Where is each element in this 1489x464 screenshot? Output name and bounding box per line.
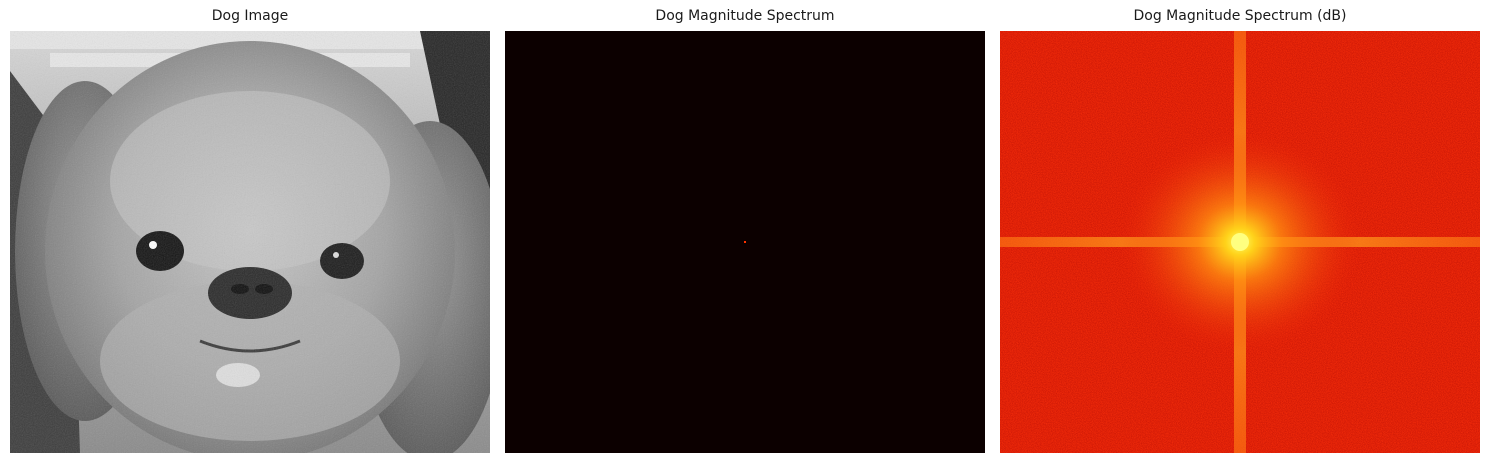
dog-image-panel: Dog Image: [10, 0, 490, 464]
magnitude-spectrum-db-panel: Dog Magnitude Spectrum (dB): [1000, 0, 1480, 464]
magnitude-spectrum-db-title: Dog Magnitude Spectrum (dB): [1133, 8, 1347, 24]
magnitude-spectrum-title: Dog Magnitude Spectrum: [655, 8, 835, 24]
dog-grayscale-photo: [10, 31, 490, 453]
magnitude-spectrum-panel: Dog Magnitude Spectrum: [505, 0, 985, 464]
magnitude-spectrum-db-image: [1000, 31, 1480, 453]
dog-image-title: Dog Image: [211, 8, 289, 24]
magnitude-spectrum-image: [505, 31, 985, 453]
